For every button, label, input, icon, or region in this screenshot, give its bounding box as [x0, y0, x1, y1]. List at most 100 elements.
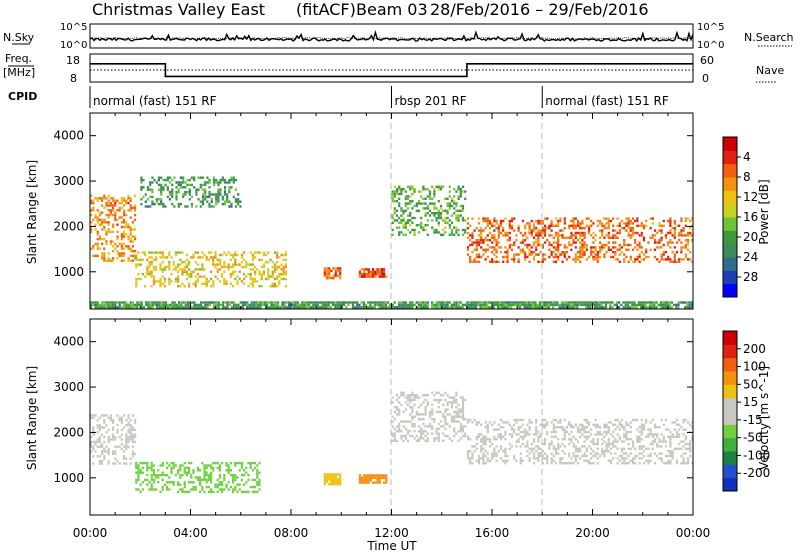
echo-cell [103, 257, 106, 260]
echo-cell [413, 437, 416, 440]
echo-cell [398, 306, 401, 309]
echo-cell [475, 260, 478, 263]
echo-cell [491, 442, 494, 446]
echo-cell [131, 433, 134, 436]
echo-cell [631, 301, 634, 304]
echo-cell [622, 306, 625, 309]
echo-cell [150, 275, 153, 278]
echo-cell [667, 450, 670, 453]
echo-cell [218, 268, 221, 271]
echo-cell [181, 282, 184, 285]
echo-cell [625, 255, 628, 259]
echo-cell [638, 224, 641, 227]
echo-cell [521, 251, 525, 254]
echo-cell [480, 457, 483, 460]
echo-cell [152, 471, 155, 474]
echo-cell [455, 301, 458, 304]
echo-cell [170, 469, 173, 472]
echo-cell [480, 445, 483, 448]
echo-cell [543, 301, 546, 304]
echo-cell [292, 301, 295, 304]
echo-cell [444, 221, 447, 224]
echo-cell [210, 473, 213, 477]
echo-cell [457, 420, 460, 423]
echo-cell [545, 306, 548, 309]
echo-cell [612, 217, 615, 220]
echo-cell [431, 391, 434, 394]
echo-cell [461, 204, 465, 208]
echo-cell [459, 415, 462, 418]
echo-cell [515, 421, 518, 424]
echo-cell [398, 401, 401, 404]
echo-cell [437, 209, 440, 212]
echo-cell [497, 246, 500, 249]
echo-cell [134, 306, 137, 309]
echo-cell [161, 253, 164, 257]
nsky-top-tick: 10^5 [60, 22, 87, 33]
echo-cell [505, 301, 508, 304]
echo-cell [265, 277, 268, 281]
echo-cell [541, 219, 544, 223]
echo-cell [358, 474, 361, 477]
echo-cell [503, 301, 506, 304]
echo-cell [92, 206, 95, 210]
echo-cell [123, 450, 126, 453]
echo-cell [523, 303, 526, 307]
echo-cell [559, 229, 562, 232]
echo-cell [146, 478, 149, 482]
echo-cell [446, 394, 449, 397]
echo-cell [273, 265, 276, 269]
echo-cell [307, 303, 310, 307]
echo-cell [208, 186, 211, 189]
echo-cell [521, 438, 525, 441]
echo-cell [680, 462, 683, 465]
echo-cell [660, 253, 663, 256]
echo-cell [568, 433, 571, 436]
echo-cell [103, 197, 106, 200]
echo-cell [508, 231, 511, 235]
echo-cell [411, 398, 414, 402]
echo-cell [178, 303, 181, 307]
echo-cell [256, 471, 259, 474]
echo-cell [526, 450, 529, 453]
echo-cell [101, 443, 104, 446]
echo-cell [592, 258, 595, 261]
echo-cell [109, 438, 112, 441]
echo-cell [391, 434, 394, 438]
echo-cell [583, 227, 586, 230]
echo-cell [459, 190, 462, 193]
echo-cell [134, 421, 137, 424]
echo-cell [590, 462, 593, 465]
echo-cell [629, 306, 632, 309]
echo-cell [543, 234, 547, 237]
echo-cell [623, 435, 626, 438]
echo-cell [314, 301, 317, 304]
echo-cell [413, 204, 416, 208]
plot-title-processing: (fitACF) [296, 0, 356, 19]
echo-cell [560, 301, 563, 304]
echo-cell [596, 433, 599, 436]
echo-cell [596, 306, 599, 309]
echo-cell [400, 430, 403, 433]
echo-cell [195, 306, 198, 309]
echo-cell [90, 414, 93, 417]
echo-cell [667, 258, 670, 261]
echo-cell [424, 301, 427, 304]
echo-cell [169, 306, 172, 309]
echo-cell [493, 217, 496, 220]
echo-cell [251, 490, 254, 494]
echo-cell [395, 425, 399, 428]
echo-cell [109, 230, 112, 234]
echo-cell [519, 462, 522, 465]
echo-cell [163, 265, 166, 269]
echo-cell [276, 253, 279, 257]
echo-cell [475, 459, 478, 462]
echo-cell [614, 423, 617, 426]
echo-cell [131, 450, 134, 453]
echo-cell [239, 301, 242, 304]
echo-cell [469, 438, 472, 441]
echo-cell [552, 241, 555, 244]
echo-cell [488, 222, 492, 225]
echo-cell [107, 221, 110, 224]
echo-cell [583, 445, 586, 448]
